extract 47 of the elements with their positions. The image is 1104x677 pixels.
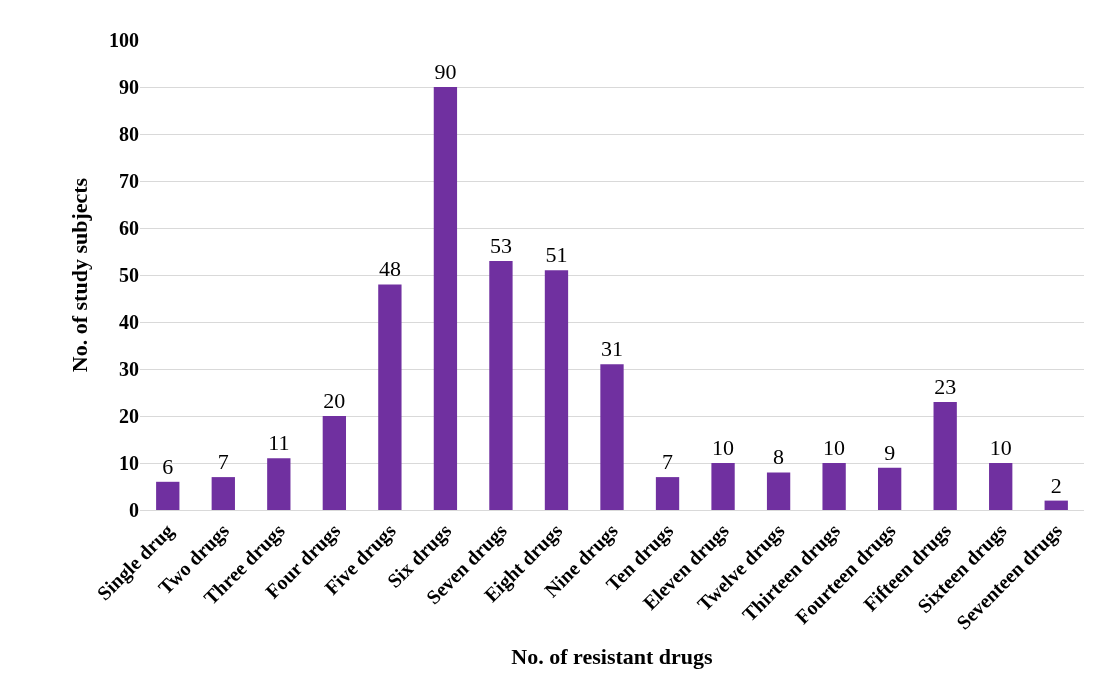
- data-label: 23: [934, 373, 957, 399]
- bar: [989, 463, 1013, 510]
- data-label: 10: [823, 435, 846, 460]
- bar: [766, 472, 791, 510]
- data-label: 8: [773, 444, 785, 470]
- y-tick-label: 10: [119, 452, 139, 474]
- data-label: 48: [378, 256, 401, 282]
- y-tick-label: 30: [119, 358, 139, 380]
- y-tick-label: 0: [129, 499, 139, 521]
- data-label: 2: [1050, 472, 1062, 498]
- data-label: 7: [217, 449, 229, 475]
- x-axis-title: No. of resistant drugs: [511, 644, 714, 670]
- y-tick-label: 20: [119, 405, 139, 427]
- y-tick-label: 60: [119, 217, 139, 239]
- data-label: 10: [712, 435, 735, 460]
- data-label: 11: [268, 430, 290, 456]
- data-label: 90: [434, 59, 457, 84]
- bar: [156, 481, 180, 510]
- bar: [433, 87, 458, 510]
- data-label: 10: [989, 435, 1012, 460]
- data-label: 53: [489, 232, 512, 258]
- bar: [544, 270, 569, 510]
- data-label: 7: [662, 449, 674, 475]
- data-label: 51: [545, 242, 568, 268]
- bar: [711, 463, 735, 510]
- y-tick-label: 70: [119, 170, 139, 192]
- bar: [822, 463, 846, 510]
- bar: [655, 477, 680, 510]
- data-label: 6: [162, 453, 174, 479]
- bar: [378, 284, 402, 510]
- bar: [933, 401, 957, 510]
- data-label: 9: [884, 439, 896, 465]
- y-tick-label: 90: [119, 76, 139, 98]
- bar: [322, 416, 347, 510]
- bar: [877, 467, 902, 510]
- y-tick-label: 40: [119, 311, 139, 333]
- y-tick-label: 80: [119, 123, 139, 145]
- data-label: 20: [323, 388, 346, 413]
- y-tick-label: 50: [119, 264, 139, 286]
- bar: [1044, 500, 1068, 510]
- bar: [211, 477, 235, 510]
- y-tick-label: 100: [109, 29, 139, 51]
- data-label: 31: [601, 336, 623, 362]
- y-axis-title: No. of study subjects: [66, 177, 92, 373]
- bar: [267, 458, 291, 510]
- bar: [489, 260, 513, 510]
- bar: [600, 364, 624, 510]
